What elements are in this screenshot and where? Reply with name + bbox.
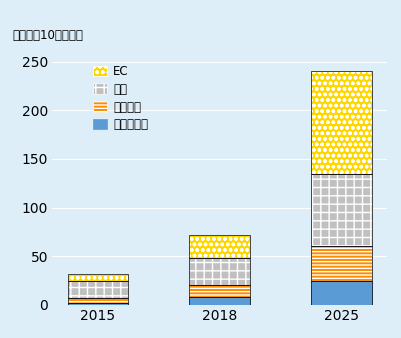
Bar (67, 274, 128, 281)
Bar (67, 274, 128, 281)
Bar (189, 297, 249, 305)
Bar (67, 281, 128, 298)
Bar (310, 246, 371, 281)
Bar (189, 285, 249, 297)
Bar (189, 258, 249, 285)
Bar (189, 235, 249, 258)
Bar (310, 173, 371, 246)
Bar (189, 235, 249, 258)
Bar (310, 71, 371, 173)
Bar (189, 297, 249, 305)
Bar (310, 71, 371, 173)
Bar (67, 298, 128, 303)
Bar (67, 298, 128, 303)
Bar (67, 303, 128, 305)
Bar (67, 303, 128, 305)
Bar (310, 281, 371, 305)
Legend: EC, 旅行, メディア, 配車・宅配: EC, 旅行, メディア, 配車・宅配 (88, 61, 152, 136)
Bar (67, 281, 128, 298)
Bar (189, 258, 249, 285)
Bar (310, 173, 371, 246)
Bar (189, 285, 249, 297)
Text: （単位：10億ドル）: （単位：10億ドル） (12, 29, 83, 42)
Bar (310, 246, 371, 281)
Bar (310, 281, 371, 305)
